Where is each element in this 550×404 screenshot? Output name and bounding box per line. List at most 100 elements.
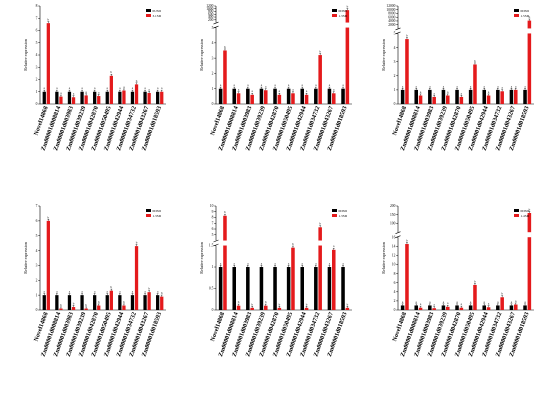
significance-label: a xyxy=(56,290,58,294)
control-bar xyxy=(259,88,264,104)
significance-label: b xyxy=(224,45,226,49)
control-bar xyxy=(143,295,147,310)
control-bar xyxy=(314,267,318,310)
significance-label: a xyxy=(443,300,445,304)
y-tick-label: 6 xyxy=(212,227,214,231)
control-bar xyxy=(130,91,135,104)
significance-label: a xyxy=(447,301,449,305)
y-tick-label: 3 xyxy=(36,264,38,268)
legend-label: 1.5SD xyxy=(521,14,530,18)
legend-swatch xyxy=(332,14,337,17)
y-tick-label: 2 xyxy=(394,74,396,78)
control-bar xyxy=(523,305,527,310)
y-tick-label: 10 xyxy=(210,204,214,208)
significance-label: b xyxy=(501,292,503,296)
y-tick-label: 8 xyxy=(212,216,214,220)
y-tick-label: 0 xyxy=(394,102,396,106)
treatment-bar xyxy=(84,308,88,310)
significance-label: a xyxy=(44,290,46,294)
significance-label: a xyxy=(107,290,109,294)
y-tick-label: 4 xyxy=(36,53,38,57)
legend-swatch xyxy=(514,214,519,217)
control-bar xyxy=(509,89,514,104)
significance-label: a xyxy=(511,84,513,88)
y-tick-label: 1 xyxy=(212,87,214,91)
control-bar xyxy=(468,89,473,104)
control-bar xyxy=(42,295,46,310)
treatment-bar xyxy=(473,64,477,104)
significance-label: a xyxy=(157,86,159,90)
control-bar xyxy=(143,91,147,104)
axis-break-mark xyxy=(395,27,401,35)
control-bar xyxy=(441,89,446,104)
control-bar xyxy=(93,295,97,310)
y-tick-label: 3 xyxy=(36,65,38,69)
y-tick-label: 8 xyxy=(394,272,396,276)
control-bar xyxy=(232,267,236,310)
treatment-bar xyxy=(134,246,139,310)
legend-label: 3.1SD xyxy=(153,14,162,18)
control-bar xyxy=(286,267,291,310)
significance-label: a xyxy=(60,91,62,95)
legend-swatch xyxy=(146,14,151,17)
bar-break xyxy=(527,232,532,238)
legend-swatch xyxy=(514,209,519,212)
control-bar xyxy=(400,305,405,310)
y-tick-label: 2 xyxy=(36,78,38,82)
control-bar xyxy=(400,89,405,104)
treatment-bar xyxy=(527,20,532,105)
treatment-bar xyxy=(459,96,464,104)
control-bar xyxy=(42,91,46,104)
treatment-bar xyxy=(109,75,113,104)
y-tick-label: 150 xyxy=(390,213,396,217)
significance-label: b xyxy=(529,207,531,211)
significance-label: a xyxy=(402,84,404,88)
treatment-bar xyxy=(236,305,241,310)
y-tick-label: 1 xyxy=(36,90,38,94)
treatment-bar xyxy=(59,96,63,104)
significance-label: b xyxy=(406,238,408,242)
significance-label: a xyxy=(402,300,404,304)
significance-label: a xyxy=(497,84,499,88)
significance-label: a xyxy=(98,90,100,94)
treatment-bar xyxy=(446,306,450,310)
significance-label: a xyxy=(443,84,445,88)
significance-label: a xyxy=(515,299,517,303)
y-axis-label: Relative expression xyxy=(381,39,386,70)
treatment-bar xyxy=(160,296,164,310)
treatment-bar xyxy=(500,91,504,104)
control-bar xyxy=(496,305,500,310)
treatment-bar xyxy=(332,249,336,310)
significance-label: a xyxy=(81,86,83,90)
treatment-bar xyxy=(277,94,282,104)
significance-label: a xyxy=(288,83,290,87)
treatment-bar xyxy=(71,307,76,310)
significance-label: a xyxy=(420,90,422,94)
treatment-bar xyxy=(405,244,409,310)
treatment-bar xyxy=(122,90,126,104)
y-tick-label: 0 xyxy=(36,308,38,312)
bar-break xyxy=(222,240,228,246)
significance-label: a xyxy=(247,83,249,87)
significance-label: a xyxy=(234,261,236,265)
y-axis-label: Relative expression xyxy=(23,242,28,273)
significance-label: a xyxy=(85,90,87,94)
y-tick-label: 1.5 xyxy=(209,244,214,248)
significance-label: a xyxy=(433,91,435,95)
significance-label: a xyxy=(69,290,71,294)
y-tick-label: 16 xyxy=(392,235,396,239)
y-tick-label: 4 xyxy=(394,46,396,50)
y-tick-label: 7 xyxy=(36,16,38,20)
treatment-bar xyxy=(250,307,254,310)
control-bar xyxy=(218,267,223,310)
treatment-bar xyxy=(147,92,151,104)
significance-label: a xyxy=(501,86,503,90)
control-bar xyxy=(246,267,250,310)
control-bar xyxy=(273,267,277,310)
control-bar xyxy=(300,267,304,310)
